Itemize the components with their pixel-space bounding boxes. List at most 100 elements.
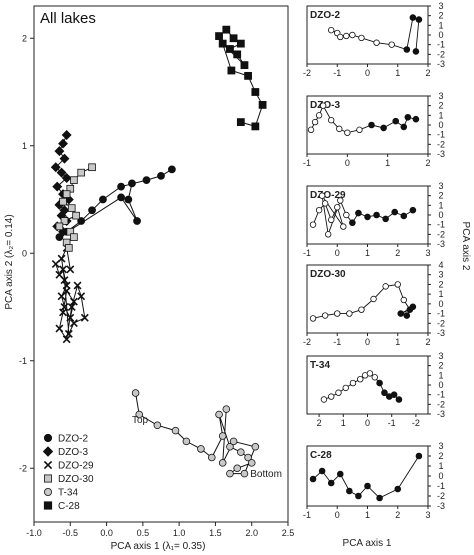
small-y-tick-label: -3	[437, 501, 445, 511]
data-point-dzo-29	[77, 292, 86, 301]
data-point-t-34	[197, 445, 205, 453]
small-x-tick-label: 2	[395, 510, 400, 520]
small-x-tick-label: 0	[345, 158, 350, 168]
data-point-c-28	[233, 50, 242, 59]
data-point-t-34	[208, 453, 216, 462]
small-x-tick-label: 0	[365, 68, 370, 78]
small-data-point	[403, 46, 411, 53]
small-data-point	[368, 121, 375, 129]
small-x-tick-label: 1	[365, 510, 370, 520]
data-point-dzo-29	[55, 324, 64, 333]
x-tick-label: -0.5	[63, 528, 79, 538]
data-point-t-34	[237, 448, 245, 456]
small-data-point	[336, 470, 344, 478]
small-data-point	[319, 102, 327, 109]
small-data-point	[328, 393, 335, 400]
small-panel-label: DZO-2	[310, 10, 340, 21]
legend-label-dzo-3: DZO-3	[58, 447, 88, 458]
legend-marker-dzo-30	[44, 474, 53, 483]
data-point-c-28	[236, 39, 245, 48]
small-data-point	[315, 112, 323, 119]
small-data-point	[409, 14, 417, 21]
small-data-point	[355, 209, 362, 217]
data-point-dzo-30	[77, 168, 85, 177]
small-x-tick-label: 2	[395, 248, 400, 258]
main-y-axis-label: PCA axis 2 (λ₂= 0.14)	[4, 214, 15, 309]
small-y-tick-label: -2	[437, 399, 445, 409]
main-panel: -1.0 -0.5 0.0 0.5 1.0 1.5 2.0 2.5 -2 -1 0 1 2 All lak…	[19, 5, 295, 538]
small-x-tick-label: -1	[333, 337, 341, 347]
small-x-tick-label: 2	[425, 337, 430, 347]
small-x-tick-label: -1	[333, 68, 341, 78]
small-data-point	[382, 215, 389, 223]
x-tick-label: 2.5	[282, 528, 295, 538]
small-x-tick-label: -1	[388, 418, 396, 428]
small-data-point	[307, 126, 315, 134]
data-point-dzo-30	[55, 222, 64, 231]
data-point-dzo-3	[50, 162, 61, 173]
small-y-tick-label: -3	[437, 239, 445, 249]
data-point-c-28	[226, 45, 234, 53]
data-point-dzo-30	[72, 211, 80, 220]
data-point-t-34	[222, 405, 231, 413]
small-x-tick-label: 1	[365, 248, 370, 258]
small-data-point	[382, 283, 389, 290]
small-data-point	[376, 379, 383, 387]
small-data-point	[349, 31, 356, 39]
small-y-tick-label: 2	[438, 451, 443, 461]
data-point-dzo-2	[128, 179, 136, 188]
small-data-point	[373, 211, 380, 219]
legend-label-t-34: T-34	[58, 488, 78, 499]
x-tick-label: -1.0	[26, 528, 42, 538]
small-data-point	[315, 206, 323, 214]
data-point-dzo-30	[65, 244, 73, 252]
small-data-point	[409, 303, 417, 311]
small-y-tick-label: 1	[438, 289, 443, 299]
small-data-point	[309, 475, 317, 483]
legend-marker-c-28	[43, 501, 53, 510]
small-data-point	[358, 306, 365, 313]
legend-marker-dzo-2	[43, 433, 53, 443]
data-point-dzo-29	[59, 265, 67, 274]
small-y-tick-label: -1	[437, 130, 445, 140]
small-data-point	[311, 118, 319, 126]
small-y-tick-label: 4	[438, 260, 443, 270]
data-point-c-28	[215, 32, 223, 41]
small-data-point	[388, 41, 395, 48]
data-point-t-34	[218, 459, 227, 467]
small-data-point	[394, 485, 402, 493]
small-data-point	[356, 126, 363, 134]
data-point-dzo-29	[69, 319, 78, 328]
data-point-c-28	[251, 122, 260, 131]
data-point-t-34	[218, 432, 227, 440]
data-point-dzo-2	[117, 182, 125, 191]
small-x-tick-label: 1	[341, 418, 346, 428]
legend-label-dzo-2: DZO-2	[58, 434, 88, 445]
legend-marker-dzo-3	[42, 446, 54, 457]
small-data-point	[412, 48, 420, 55]
small-data-point	[328, 116, 335, 124]
small-y-tick-label: 0	[438, 210, 443, 220]
small-data-point	[320, 396, 328, 403]
main-x-axis-label: PCA axis 1 (λ₁= 0.35)	[111, 541, 206, 552]
small-x-tick-label: 3	[425, 248, 430, 258]
small-data-point	[334, 204, 341, 211]
small-series-line	[312, 455, 420, 499]
data-point-dzo-3	[58, 138, 68, 149]
small-y-tick-label: -3	[437, 409, 445, 419]
small-y-tick-label: 1	[438, 461, 443, 471]
small-data-point	[343, 32, 350, 40]
data-point-dzo-2	[142, 176, 151, 185]
small-y-tick-label: -3	[437, 59, 445, 69]
data-point-t-34	[226, 442, 234, 451]
x-tick-label: 1.0	[173, 528, 186, 538]
small-panel-frame	[306, 5, 429, 65]
small-data-point	[335, 389, 342, 396]
small-y-tick-label: -1	[437, 481, 445, 491]
small-x-tick-label: 0	[335, 248, 340, 258]
small-data-point	[309, 315, 317, 322]
